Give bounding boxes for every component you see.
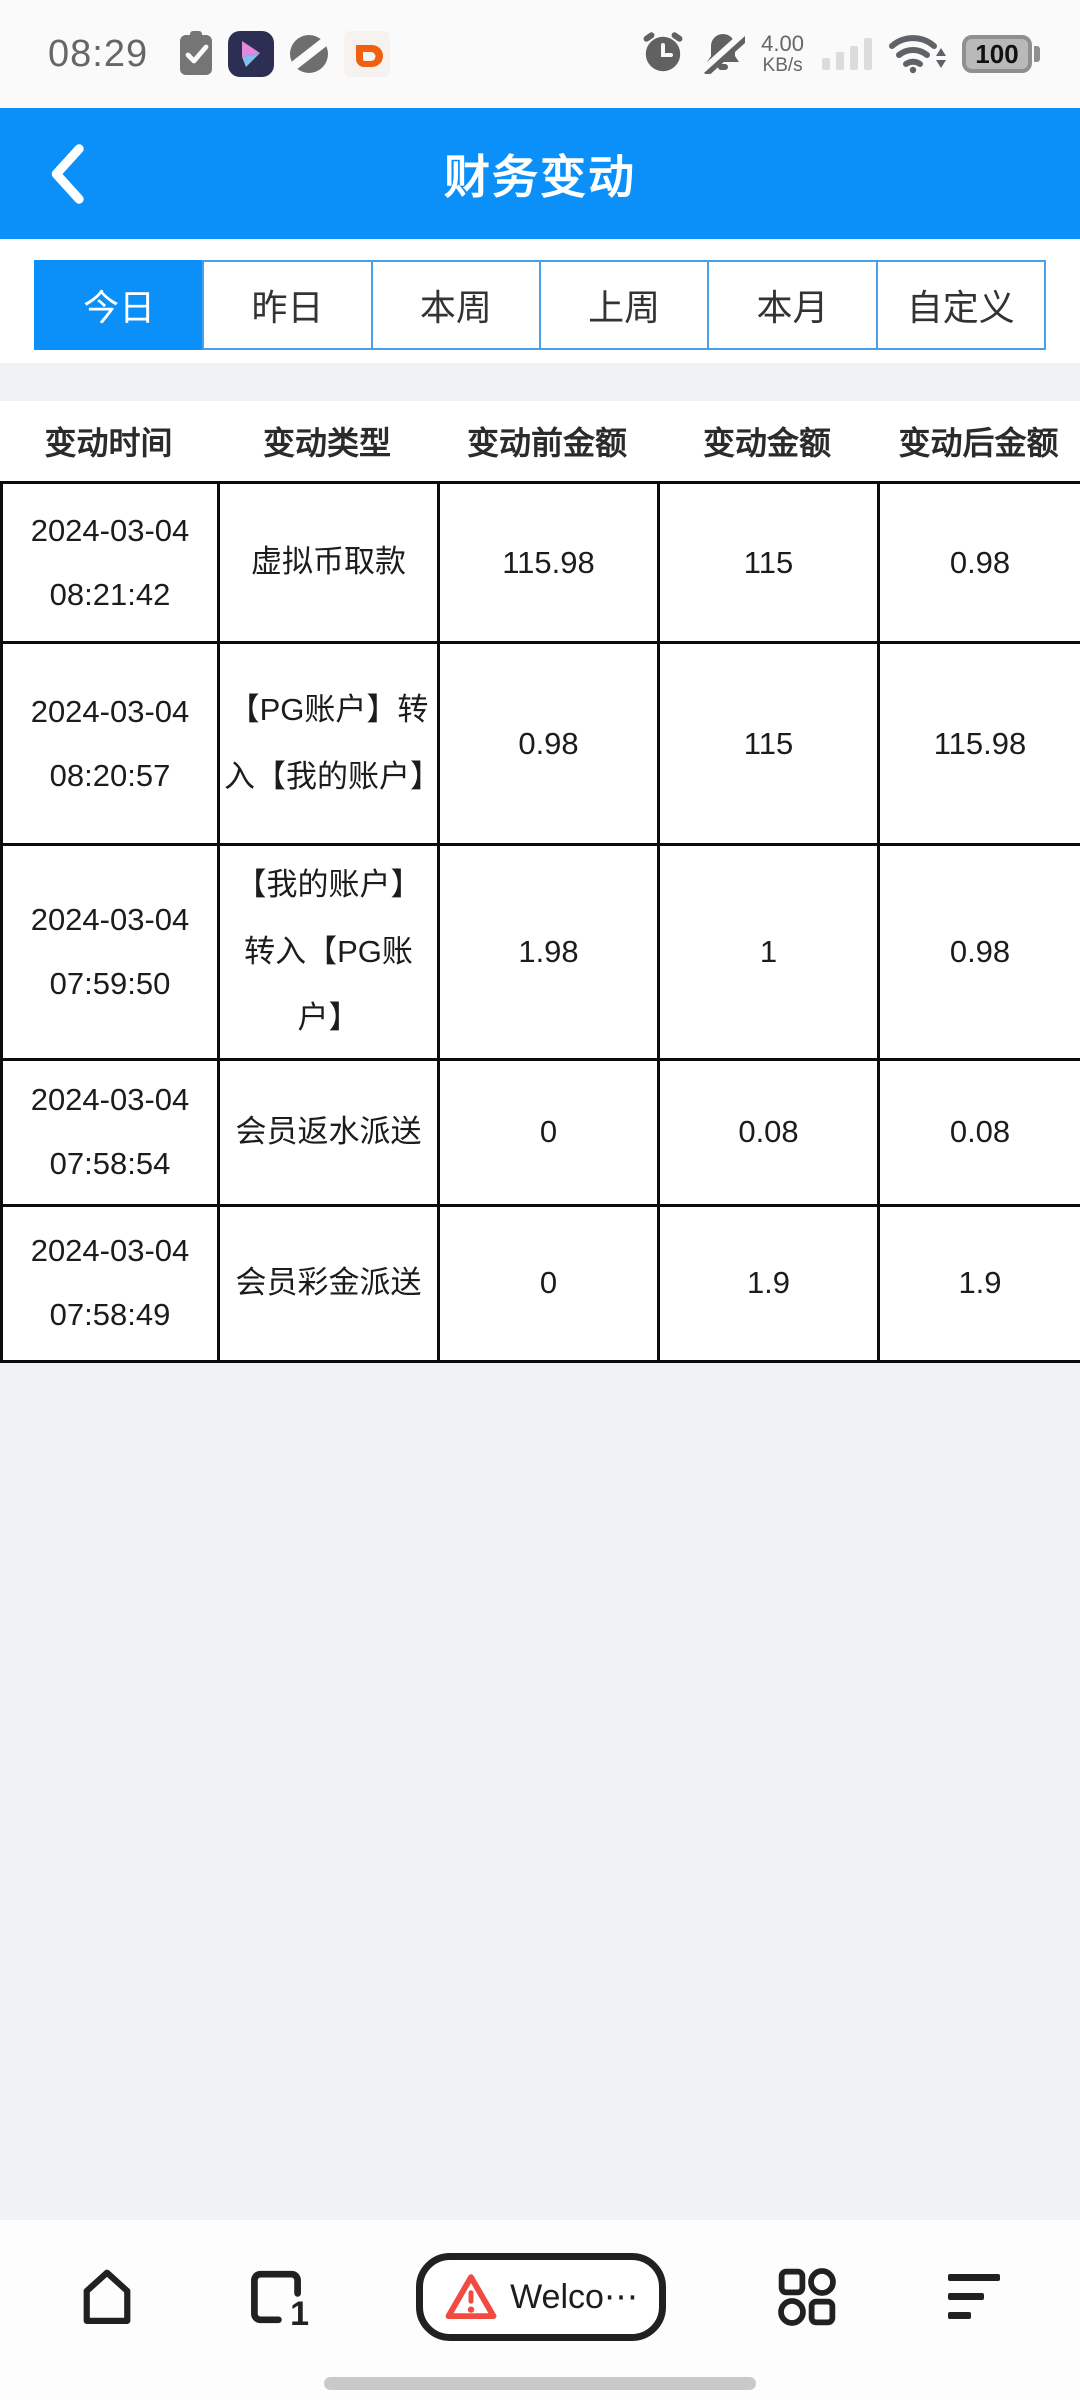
cell-change-time: 2024-03-04 07:59:50 bbox=[30, 901, 190, 1001]
battery-icon: 100 bbox=[962, 35, 1040, 73]
clock-time: 08:29 bbox=[48, 32, 149, 75]
cell-change-type: 会员返水派送 bbox=[217, 1057, 440, 1207]
table-row: 2024-03-04 07:58:49 会员彩金派送 0 1.9 1.9 bbox=[0, 1203, 1080, 1363]
tab-custom[interactable]: 自定义 bbox=[875, 260, 1046, 350]
cell-amount-after: 1.9 bbox=[877, 1203, 1080, 1363]
cell-amount-after: 0.98 bbox=[877, 481, 1080, 644]
network-speed-unit: KB/s bbox=[762, 54, 803, 76]
home-indicator-handle[interactable] bbox=[324, 2377, 756, 2390]
tab-count-label: 1 bbox=[286, 2297, 309, 2331]
date-range-tabs: 今日 昨日 本周 上周 本月 自定义 bbox=[34, 260, 1046, 350]
col-header-change-time: 变动时间 bbox=[44, 425, 173, 461]
tab-this-month[interactable]: 本月 bbox=[707, 260, 878, 350]
menu-lines-button[interactable] bbox=[948, 2272, 1002, 2322]
col-header-change-amount: 变动金额 bbox=[702, 425, 831, 461]
table-row: 2024-03-04 07:58:54 会员返水派送 0 0.08 0.08 bbox=[0, 1057, 1080, 1207]
page-title: 财务变动 bbox=[444, 150, 636, 203]
didi-notification-icon bbox=[344, 31, 391, 77]
cell-amount-after: 0.98 bbox=[877, 843, 1080, 1061]
tabs-button[interactable]: 1 bbox=[247, 2267, 309, 2331]
cell-amount-after: 0.08 bbox=[877, 1057, 1080, 1207]
cell-change-amount: 115 bbox=[657, 481, 880, 644]
financial-changes-table: 2024-03-04 08:21:42 虚拟币取款 115.98 115 0.98… bbox=[0, 481, 1080, 1363]
app-header: 财务变动 bbox=[0, 108, 1080, 239]
tab-today[interactable]: 今日 bbox=[34, 260, 205, 350]
cell-change-time: 2024-03-04 07:58:54 bbox=[30, 1082, 190, 1182]
cell-amount-before: 0 bbox=[437, 1057, 660, 1207]
status-bar: 08:29 4.00 KB/s bbox=[0, 0, 1080, 108]
cell-change-type: 【我的账户】转入【PG账户】 bbox=[217, 843, 440, 1061]
cell-change-type: 会员彩金派送 bbox=[217, 1203, 440, 1363]
tab-counter-icon bbox=[251, 2270, 301, 2324]
cell-amount-before: 0 bbox=[437, 1203, 660, 1363]
cell-change-amount: 0.08 bbox=[657, 1057, 880, 1207]
back-button[interactable] bbox=[42, 142, 98, 206]
site-label: Welco⋯ bbox=[510, 2278, 638, 2316]
browser-bottom-nav: 1 Welco⋯ bbox=[0, 2220, 1080, 2400]
cell-change-time: 2024-03-04 08:20:57 bbox=[30, 693, 190, 793]
network-speed: 4.00 KB/s bbox=[761, 32, 804, 75]
bell-muted-icon bbox=[700, 30, 750, 79]
home-button[interactable] bbox=[78, 2266, 136, 2328]
cell-amount-before: 115.98 bbox=[437, 481, 660, 644]
signal-bars-icon bbox=[820, 32, 872, 77]
cell-change-type: 虚拟币取款 bbox=[217, 481, 440, 644]
header-tabs-gap bbox=[0, 239, 1080, 260]
table-row: 2024-03-04 08:20:57 【PG账户】转入【我的账户】 0.98 1… bbox=[0, 641, 1080, 846]
status-right-icons: 4.00 KB/s 100 bbox=[641, 30, 1040, 79]
menu-lines-icon bbox=[948, 2274, 1000, 2319]
cell-change-time: 2024-03-04 07:58:49 bbox=[30, 1233, 190, 1333]
back-chevron-icon bbox=[51, 143, 84, 204]
table-row: 2024-03-04 08:21:42 虚拟币取款 115.98 115 0.98 bbox=[0, 481, 1080, 644]
table-header-row: 变动时间 变动类型 变动前金额 变动金额 变动后金额 bbox=[0, 401, 1080, 481]
tabs-separator-gap bbox=[0, 350, 1080, 363]
cell-change-amount: 1.9 bbox=[657, 1203, 880, 1363]
clipboard-check-icon bbox=[176, 31, 216, 77]
empty-content-area bbox=[0, 1362, 1080, 2220]
cell-change-amount: 115 bbox=[657, 641, 880, 846]
notification-icons bbox=[176, 31, 391, 77]
col-header-change-type: 变动类型 bbox=[262, 425, 391, 461]
browser-notification-icon bbox=[286, 31, 333, 77]
tab-this-week[interactable]: 本周 bbox=[370, 260, 541, 350]
alarm-icon bbox=[641, 30, 685, 79]
address-pill-button[interactable]: Welco⋯ bbox=[416, 2253, 666, 2341]
home-icon bbox=[83, 2269, 131, 2324]
cell-amount-after: 115.98 bbox=[877, 641, 1080, 846]
app-notification-icon bbox=[228, 31, 275, 77]
apps-grid-icon bbox=[778, 2268, 836, 2326]
cell-change-type: 【PG账户】转入【我的账户】 bbox=[217, 641, 441, 846]
warning-icon bbox=[445, 2274, 497, 2320]
tab-yesterday[interactable]: 昨日 bbox=[202, 260, 373, 350]
battery-level: 100 bbox=[975, 38, 1019, 69]
cell-change-amount: 1 bbox=[657, 843, 880, 1061]
network-speed-value: 4.00 bbox=[761, 31, 804, 57]
tab-last-week[interactable]: 上周 bbox=[538, 260, 710, 350]
apps-grid-button[interactable] bbox=[777, 2267, 837, 2327]
table-row: 2024-03-04 07:59:50 【我的账户】转入【PG账户】 1.98 1… bbox=[0, 843, 1080, 1061]
cell-change-time: 2024-03-04 08:21:42 bbox=[30, 512, 190, 612]
cell-amount-before: 0.98 bbox=[437, 641, 660, 846]
wifi-icon bbox=[888, 30, 946, 79]
col-header-amount-before: 变动前金额 bbox=[466, 425, 627, 461]
col-header-amount-after: 变动后金额 bbox=[898, 425, 1059, 461]
cell-amount-before: 1.98 bbox=[437, 843, 660, 1061]
gray-separator-band bbox=[0, 363, 1080, 401]
